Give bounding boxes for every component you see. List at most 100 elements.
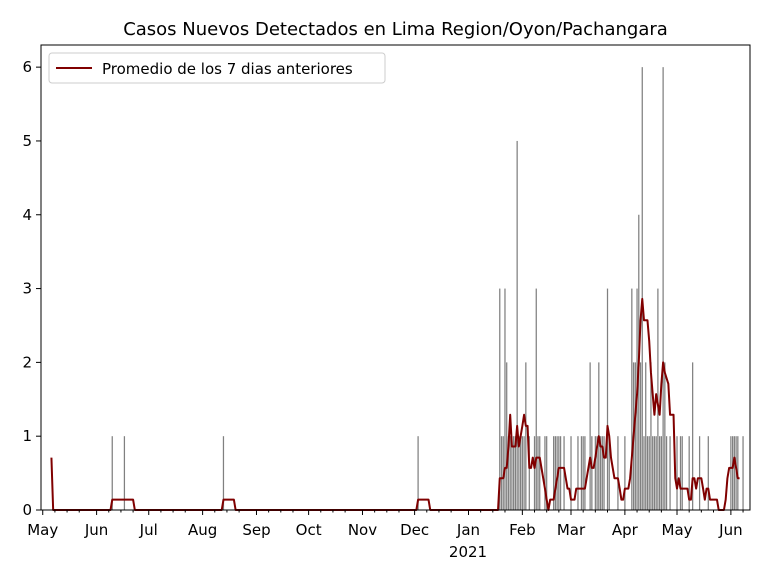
bar bbox=[650, 362, 652, 510]
bar bbox=[631, 288, 633, 510]
legend: Promedio de los 7 dias anteriores bbox=[48, 52, 386, 84]
bar bbox=[504, 288, 506, 510]
bar bbox=[533, 436, 536, 510]
bar bbox=[660, 436, 662, 510]
bar bbox=[652, 436, 654, 510]
bar bbox=[535, 288, 537, 510]
bar bbox=[222, 436, 225, 510]
bar bbox=[688, 436, 690, 510]
x-tick-label: Aug bbox=[188, 521, 217, 539]
bar bbox=[553, 436, 555, 510]
bar bbox=[528, 436, 530, 510]
bar-series bbox=[111, 67, 744, 510]
plot-frame bbox=[40, 44, 751, 511]
bar bbox=[662, 67, 664, 510]
bar bbox=[514, 436, 517, 510]
bar bbox=[659, 436, 661, 510]
bar bbox=[511, 436, 513, 510]
x-tick-label: Dec bbox=[400, 521, 429, 539]
bar bbox=[624, 436, 626, 510]
bar bbox=[707, 436, 709, 510]
bar bbox=[580, 436, 583, 510]
bar bbox=[606, 288, 609, 510]
bar bbox=[676, 436, 678, 510]
bar bbox=[655, 436, 657, 510]
bar bbox=[559, 436, 562, 510]
bar bbox=[123, 436, 126, 510]
y-tick-label: 2 bbox=[22, 353, 32, 371]
bar bbox=[679, 436, 682, 510]
bar bbox=[617, 436, 619, 510]
bar bbox=[544, 436, 546, 510]
x-tick-label: Sep bbox=[242, 521, 270, 539]
bar bbox=[653, 436, 656, 510]
x-tick-label: Jul bbox=[139, 521, 158, 539]
x-tick-label: May bbox=[662, 521, 693, 539]
bar bbox=[507, 436, 510, 510]
bar bbox=[681, 436, 683, 510]
bar bbox=[645, 362, 647, 510]
bar bbox=[732, 436, 734, 510]
x-year-label: 2021 bbox=[449, 543, 487, 561]
bar bbox=[499, 288, 501, 510]
bar bbox=[634, 362, 636, 510]
x-tick-label: Apr bbox=[612, 521, 639, 539]
y-tick-label: 4 bbox=[22, 206, 32, 224]
bar bbox=[641, 67, 643, 510]
bar bbox=[506, 362, 508, 510]
y-tick-label: 5 bbox=[22, 132, 32, 150]
bar bbox=[417, 436, 419, 510]
bar bbox=[639, 362, 642, 510]
bar bbox=[692, 362, 694, 510]
y-tick-label: 1 bbox=[22, 427, 32, 445]
bar bbox=[519, 436, 522, 510]
bar bbox=[509, 436, 511, 510]
bar bbox=[669, 436, 671, 510]
bar bbox=[589, 362, 591, 510]
bar bbox=[596, 436, 598, 510]
bar bbox=[554, 436, 556, 510]
line-series bbox=[50, 297, 740, 511]
x-tick-label: Feb bbox=[509, 521, 536, 539]
bar bbox=[570, 436, 572, 510]
bar bbox=[648, 436, 650, 510]
x-tick-label: Jan bbox=[456, 521, 480, 539]
bar bbox=[546, 436, 548, 510]
bar bbox=[577, 436, 579, 510]
x-axis: May Jun Jul Aug Sep Oct Nov Dec Jan Feb Mar Apr May J… bbox=[27, 510, 744, 539]
x-tick-label: Nov bbox=[348, 521, 377, 539]
bar bbox=[582, 436, 584, 510]
bar bbox=[584, 436, 586, 510]
x-tick-label: Jun bbox=[718, 521, 742, 539]
bar bbox=[513, 436, 515, 510]
bar bbox=[698, 436, 701, 510]
x-tick-label: May bbox=[27, 521, 58, 539]
x-tick-label: Mar bbox=[557, 521, 586, 539]
x-tick-label: Oct bbox=[296, 521, 322, 539]
bar bbox=[523, 436, 525, 510]
bar bbox=[111, 436, 113, 510]
bar bbox=[521, 436, 523, 510]
bar bbox=[643, 436, 645, 510]
chart-title: Casos Nuevos Detectados en Lima Region/O… bbox=[123, 19, 668, 40]
bar bbox=[599, 436, 602, 510]
bar bbox=[664, 362, 666, 510]
bar bbox=[591, 436, 593, 510]
bar bbox=[537, 436, 539, 510]
bar bbox=[646, 436, 649, 510]
bar bbox=[742, 436, 744, 510]
legend-entry-label: Promedio de los 7 dias anteriores bbox=[102, 60, 353, 78]
y-axis: 0 1 2 3 4 5 6 bbox=[22, 58, 41, 519]
bar bbox=[608, 436, 610, 510]
x-tick-label: Jun bbox=[84, 521, 108, 539]
bar bbox=[665, 436, 668, 510]
bar bbox=[518, 436, 520, 510]
y-tick-label: 0 bbox=[22, 501, 32, 519]
bar bbox=[594, 436, 596, 510]
bar bbox=[730, 436, 732, 510]
y-tick-label: 6 bbox=[22, 58, 32, 76]
bar bbox=[733, 436, 735, 510]
moving-average-line bbox=[50, 297, 740, 511]
bar bbox=[603, 436, 605, 510]
